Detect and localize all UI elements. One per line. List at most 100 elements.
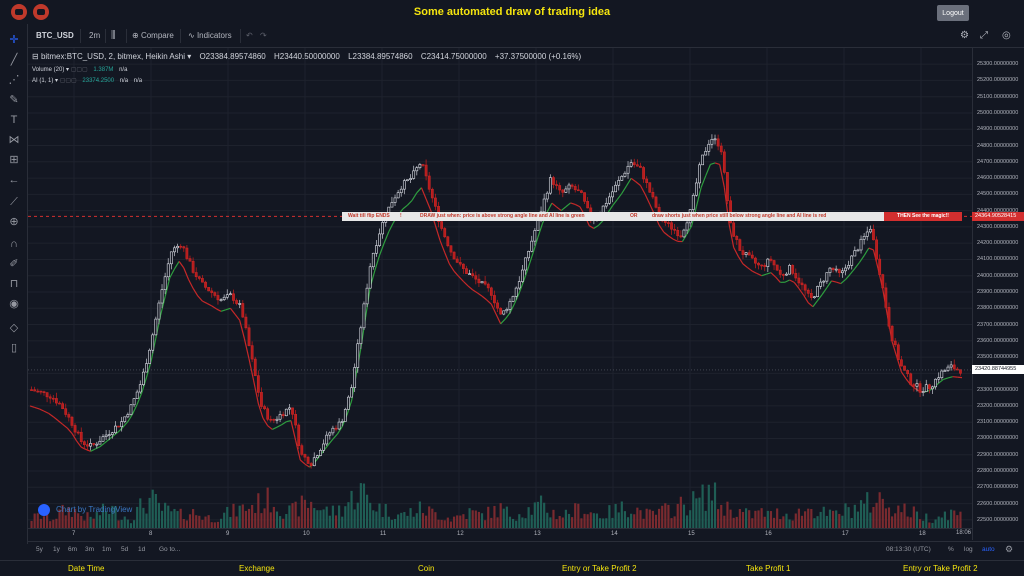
candle [412,170,416,179]
fib-tool-icon[interactable]: ⋰ [8,74,20,86]
chevron-down-icon[interactable]: ▾ [53,78,60,84]
indicators-button[interactable]: ∿ Indicators [188,24,232,48]
fullscreen-icon[interactable]: ⤢ [980,30,988,41]
volume-bar [887,507,891,528]
settings-icon[interactable]: ⚙ [960,30,969,41]
ai-line-segment [625,177,632,187]
study-controls-icon[interactable]: ▢▢▢ [70,67,88,73]
candle [763,265,767,267]
range-1y[interactable]: 1y [53,546,60,553]
ai-line-segment [453,270,460,277]
text-tool-icon[interactable]: T [10,114,18,126]
ai-line-segment [658,224,665,233]
candle [89,443,92,447]
volume-bar [477,511,481,528]
time-axis[interactable]: 7 8 9 10 11 12 13 14 15 16 17 18 [28,528,972,540]
range-3m[interactable]: 3m [85,546,95,553]
goto-button[interactable]: Go to... [159,546,181,553]
trend-line-icon[interactable]: ╱ [10,54,18,66]
ai-line-segment [76,440,82,448]
candle [552,177,555,185]
ai-line-segment [621,185,627,194]
ai-line-segment [803,294,809,303]
redo-icon[interactable]: ↷ [260,31,267,40]
candle-style-icon[interactable]: ⫼ [111,30,116,41]
candle [154,318,158,336]
range-6m[interactable]: 6m [68,546,78,553]
price-tick: 24500.00000000 [977,191,1019,198]
volume-bar [797,508,800,528]
arrow-left-icon[interactable]: ← [8,174,20,186]
indicators-icon: ∿ [188,31,197,40]
volume-bar [266,487,269,528]
ai-line-segment [854,262,860,269]
volume-bar [288,505,291,528]
prediction-icon[interactable]: ⊞ [9,154,19,166]
chevron-down-icon[interactable]: ▾ [184,52,194,61]
trash-icon[interactable]: ▯ [10,342,18,354]
crosshair-icon[interactable]: ✛ [9,34,19,46]
magnet-icon[interactable]: ∩ [10,238,18,250]
ai-line-segment [388,222,395,232]
logout-button[interactable]: Logout [937,5,969,21]
time-tick: 8 [149,531,153,537]
price-chart[interactable] [28,48,972,540]
volume-label[interactable]: Volume (20) [32,67,65,73]
ai-line-segment [812,300,819,308]
ai-line-segment [798,288,805,296]
volume-bar [123,516,126,528]
eye-icon[interactable]: ◉ [9,298,19,310]
ai-line-segment [108,435,115,440]
log-toggle[interactable]: log [964,546,973,553]
ai-line-segment [672,238,679,242]
range-1m[interactable]: 1m [102,546,112,553]
ai-line-segment [169,268,175,279]
tradingview-watermark[interactable]: Chart by TradingView [38,504,132,516]
collapse-icon[interactable]: ⊟ [32,52,41,61]
volume-bar [356,502,359,528]
candle [772,260,776,266]
volume-bar [70,516,74,528]
interval-selector[interactable]: 2m [89,31,101,40]
settings-icon[interactable]: ⚙ [1005,544,1014,554]
candle [856,249,860,252]
ruler-icon[interactable]: ⟋ [10,196,18,208]
volume-bar [543,502,546,528]
symbol-search[interactable]: BTC_USD [36,31,74,40]
lock-drawing-icon[interactable]: ✐ [9,258,19,270]
layers-icon[interactable]: ◇ [9,322,19,334]
auto-toggle[interactable]: auto [982,546,995,553]
price-tick: 24000.00000000 [977,272,1019,279]
camera-icon[interactable]: ◎ [1002,30,1011,41]
zoom-icon[interactable]: ⊕ [9,216,19,228]
candle [729,200,732,224]
ai-line-segment [807,302,814,308]
volume-bar [679,496,682,528]
undo-icon[interactable]: ↶ [246,31,253,40]
chevron-down-icon[interactable]: ▾ [64,67,71,73]
lock-icon[interactable]: ⊓ [9,278,19,290]
study-controls-icon[interactable]: ▢▢▢ [59,78,77,84]
ai-line-segment [477,292,483,297]
brush-icon[interactable]: ✎ [9,94,19,106]
candle [241,303,245,318]
range-1d[interactable]: 1d [138,546,146,553]
volume-bar [729,509,732,528]
pattern-icon[interactable]: ⋈ [8,134,20,146]
series-legend: ⊟ bitmex:BTC_USD, 2, bitmex, Heikin Ashi… [32,52,581,61]
volume-bar [167,505,170,528]
price-axis[interactable]: 25300.00000000 25200.00000000 25100.000000… [972,48,1024,540]
ai-label[interactable]: AI (1, 1) [32,78,54,84]
volume-bar [418,501,421,528]
series-title[interactable]: bitmex:BTC_USD, 2, bitmex, Heikin Ashi [40,52,185,61]
time-tick: 14 [611,531,618,537]
volume-bar [67,507,70,528]
candle [841,270,844,274]
volume-bar [878,492,881,528]
range-5y[interactable]: 5y [36,546,43,553]
clock[interactable]: 08:13:30 (UTC) [886,546,931,553]
compare-button[interactable]: ⊕ Compare [132,24,174,48]
volume-bar [602,518,605,528]
percent-toggle[interactable]: % [948,546,954,553]
range-5d[interactable]: 5d [121,546,129,553]
